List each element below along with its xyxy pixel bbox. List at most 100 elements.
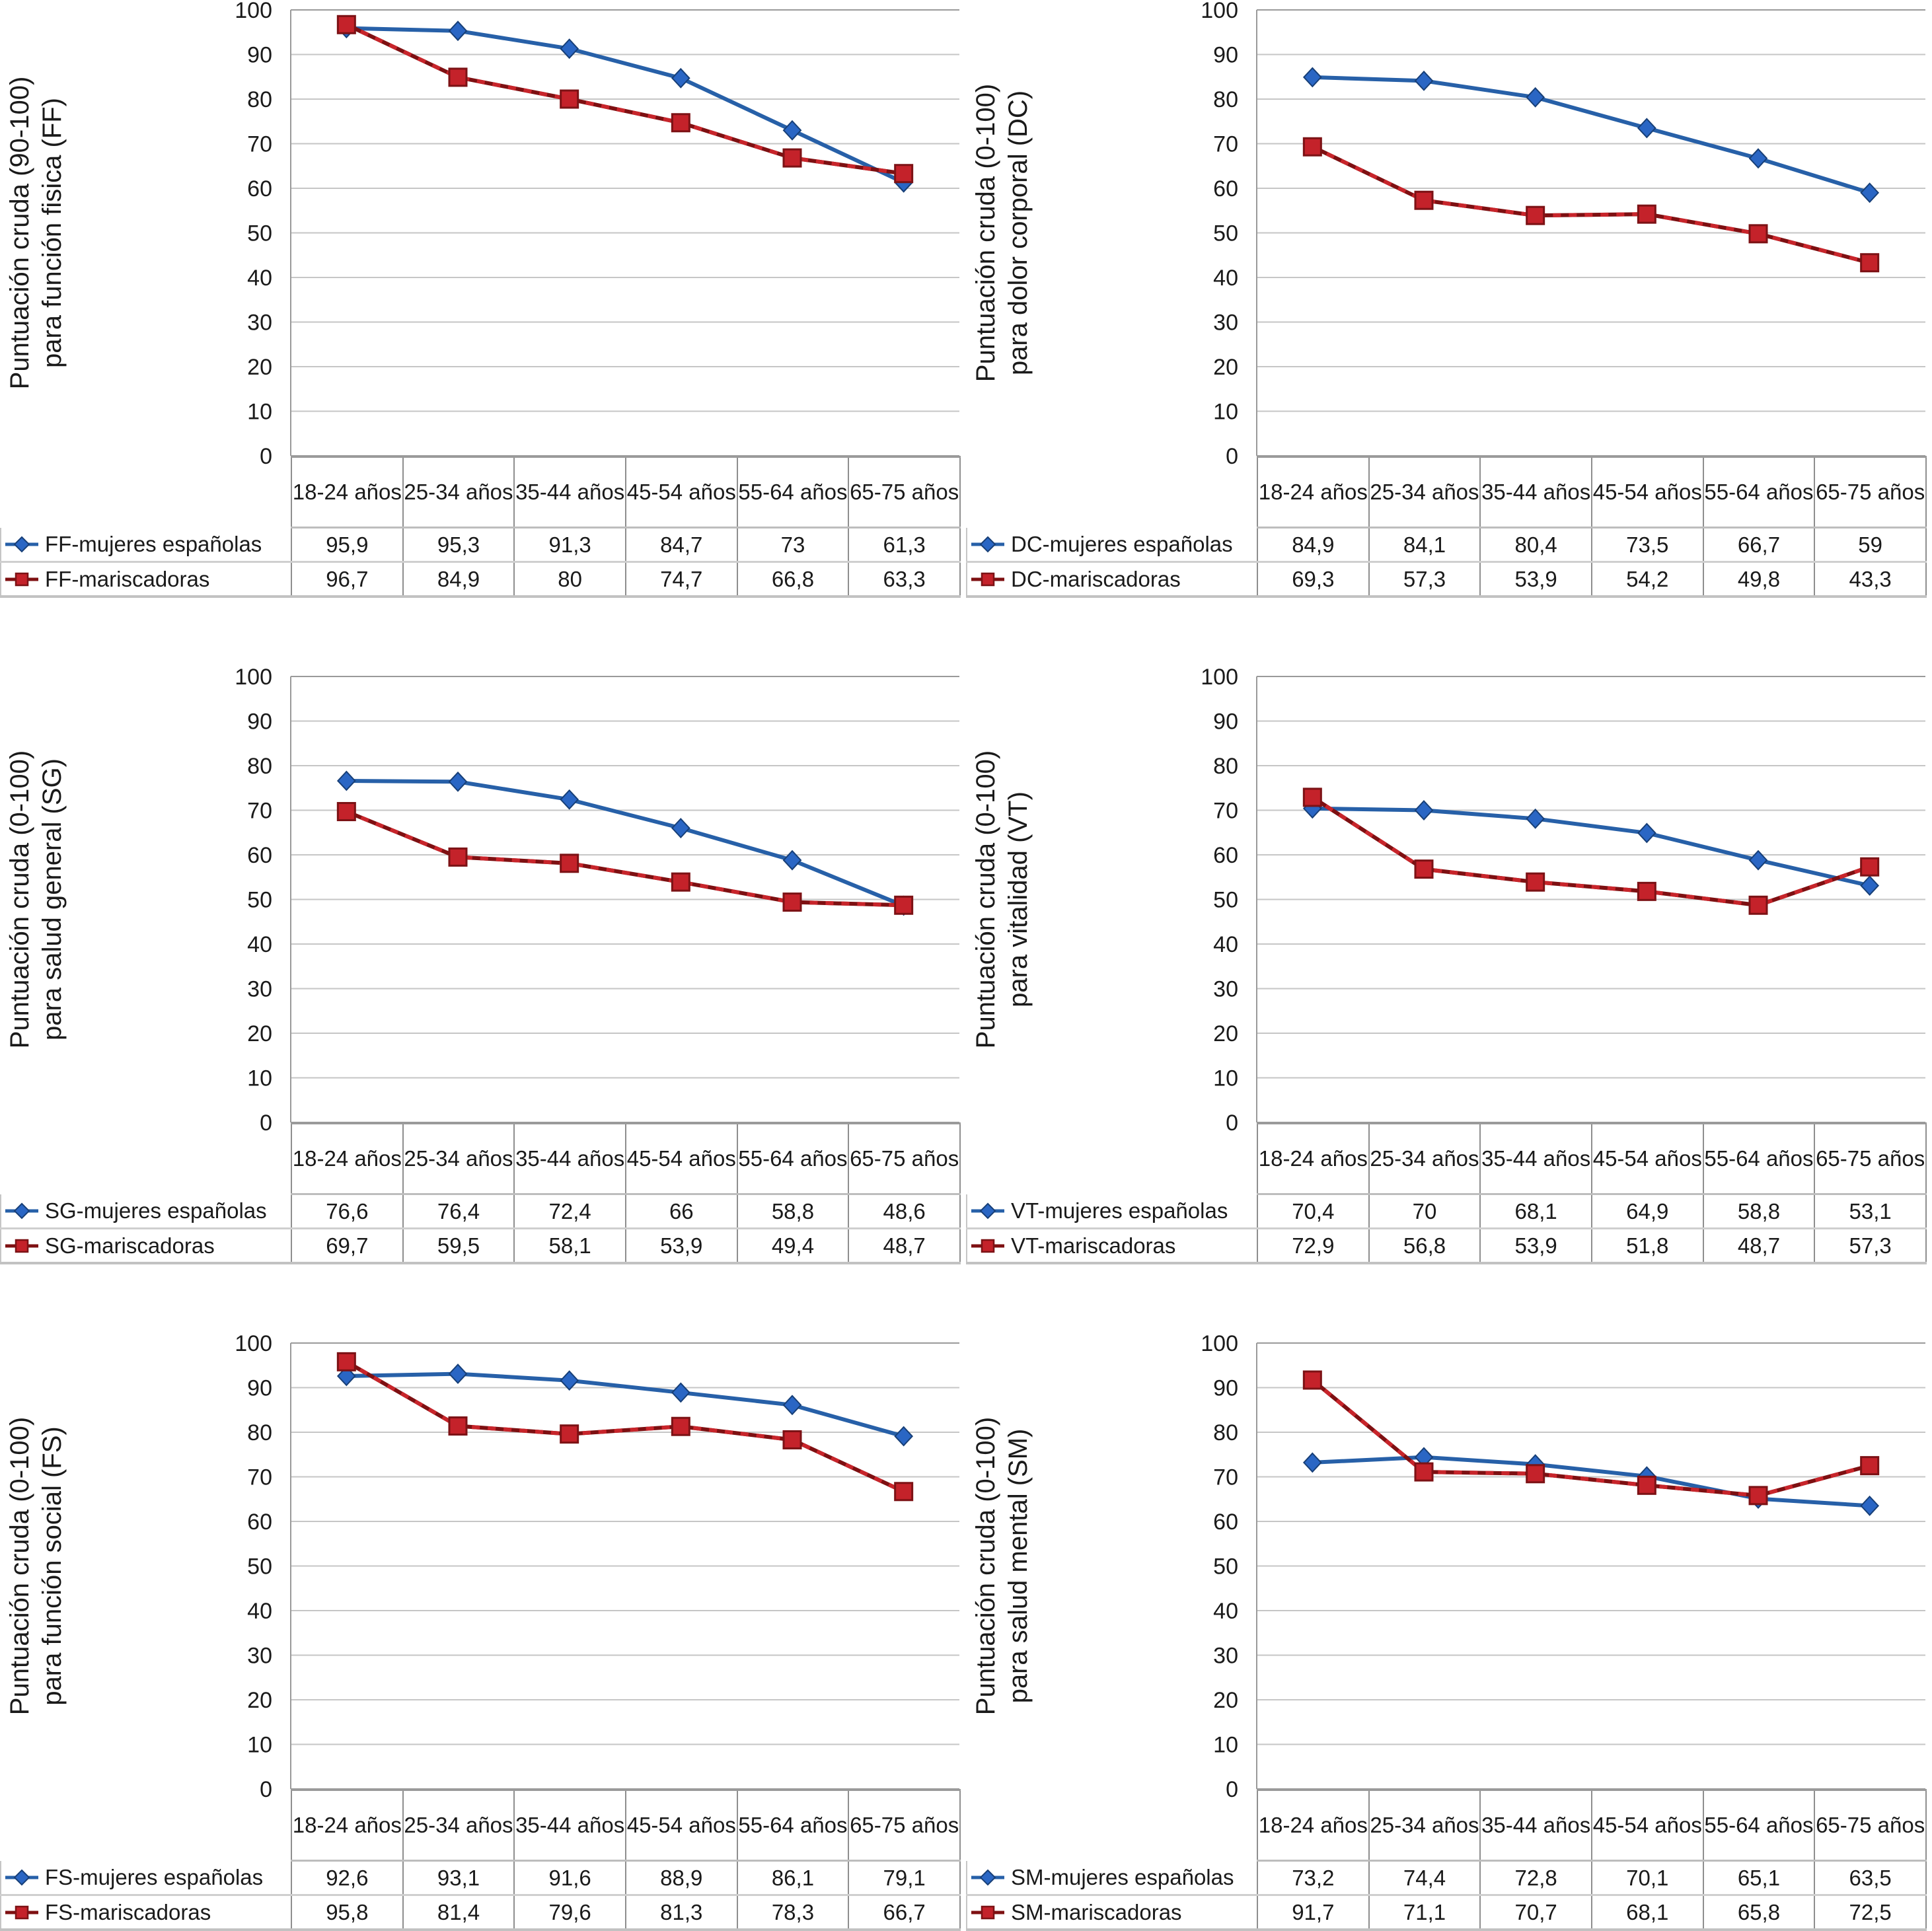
value-cell: 48,7 <box>1702 1227 1815 1264</box>
y-tick-label: 30 <box>1213 1644 1238 1669</box>
age-category: 25-34 años <box>402 1122 515 1195</box>
y-tick-label: 0 <box>1226 1777 1238 1799</box>
value-cell: 57,3 <box>1368 561 1481 598</box>
square-marker <box>448 1416 468 1436</box>
square-marker <box>1860 1456 1880 1476</box>
y-tick-label: 60 <box>247 176 272 201</box>
series-label: SM-mujeres españolas <box>1011 1864 1234 1889</box>
age-category: 65-75 años <box>848 1122 961 1195</box>
y-tick-label: 50 <box>247 1554 272 1580</box>
series-label: SG-mariscadoras <box>45 1233 215 1258</box>
chart-panel-sg: Puntuación cruda (0-100) para salud gene… <box>0 667 966 1264</box>
y-tick-label: 60 <box>1213 1510 1238 1535</box>
square-marker <box>782 148 802 168</box>
y-tick-label: 10 <box>1213 1066 1238 1091</box>
y-tick-label: 30 <box>1213 977 1238 1002</box>
value-cell: 79,1 <box>848 1860 961 1895</box>
y-tick-label: 100 <box>1201 1333 1238 1356</box>
data-table: 18-24 años 25-34 años 35-44 años 45-54 años… <box>0 1789 961 1931</box>
square-marker <box>1748 1486 1768 1506</box>
diamond-marker <box>671 1382 690 1403</box>
legend-key-icon <box>970 1237 1006 1255</box>
square-marker <box>336 802 356 822</box>
legend-key-icon <box>4 1202 40 1220</box>
y-tick-label: 80 <box>1213 87 1238 112</box>
diamond-marker <box>1414 70 1434 91</box>
value-cell: 80 <box>513 561 626 598</box>
diamond-marker <box>1860 875 1880 896</box>
series-row: SM-mujeres españolas 73,2 74,4 72,8 70,1 65,… <box>966 1860 1927 1895</box>
series-label: FS-mariscadoras <box>45 1899 211 1924</box>
data-table: 18-24 años 25-34 años 35-44 años 45-54 años… <box>966 1122 1927 1264</box>
y-axis-title: Puntuación cruda (0-100) para dolor corp… <box>971 83 1033 383</box>
diamond-marker <box>448 771 468 792</box>
y-tick-label: 0 <box>260 1777 272 1799</box>
value-cell: 66 <box>624 1194 737 1229</box>
age-category: 45-54 años <box>624 1789 737 1862</box>
y-tick-label: 90 <box>247 1376 272 1401</box>
age-category: 55-64 años <box>1702 456 1815 528</box>
square-marker <box>1526 205 1545 225</box>
chart-panel-vt: Puntuación cruda (0-100) para vitalidad … <box>966 667 1932 1264</box>
chart-panel-sm: Puntuación cruda (0-100) para salud ment… <box>966 1333 1932 1931</box>
line-chart: 0 10 20 30 40 50 60 70 80 90 100 <box>235 667 959 1132</box>
value-cell: 91,3 <box>513 527 626 562</box>
value-cell: 48,7 <box>848 1227 961 1264</box>
y-tick-label: 60 <box>1213 176 1238 201</box>
legend-key-icon <box>970 571 1006 588</box>
legend-key-icon <box>970 1869 1006 1886</box>
y-tick-label: 60 <box>247 1510 272 1535</box>
diamond-marker <box>1748 148 1768 169</box>
diamond-marker <box>560 38 579 59</box>
table-corner-blank <box>1 1124 291 1194</box>
value-cell: 72,4 <box>513 1194 626 1229</box>
value-cell: 65,8 <box>1702 1894 1815 1931</box>
value-cell: 93,1 <box>402 1860 515 1895</box>
age-category: 25-34 años <box>1368 1122 1481 1195</box>
value-cell: 74,4 <box>1368 1860 1481 1895</box>
line-chart: 0 10 20 30 40 50 60 70 80 90 100 <box>1201 1333 1925 1799</box>
y-tick-label: 40 <box>1213 932 1238 957</box>
y-tick-label: 90 <box>1213 43 1238 68</box>
age-category: 55-64 años <box>736 456 849 528</box>
diamond-marker <box>1860 1495 1880 1516</box>
y-tick-label: 10 <box>1213 400 1238 425</box>
square-marker <box>560 854 579 873</box>
category-header-row: 18-24 años 25-34 años 35-44 años 45-54 años… <box>1 1122 961 1195</box>
legend-cell: VT-mujeres españolas <box>966 1194 1257 1229</box>
series-row: FS-mariscadoras 95,8 81,4 79,6 81,3 78,3 66,7 <box>0 1894 961 1931</box>
y-tick-label: 50 <box>1213 1554 1238 1580</box>
y-tick-label: 90 <box>247 43 272 68</box>
series-line-mariscadoras <box>346 809 904 908</box>
age-category: 25-34 años <box>1368 456 1481 528</box>
value-cell: 49,4 <box>736 1227 849 1264</box>
y-tick-label: 40 <box>247 932 272 957</box>
diamond-marker <box>894 1426 914 1447</box>
value-cell: 58,8 <box>736 1194 849 1229</box>
age-category: 65-75 años <box>1814 1122 1927 1195</box>
y-tick-label: 20 <box>247 1688 272 1713</box>
value-cell: 73,5 <box>1590 527 1703 562</box>
value-cell: 69,3 <box>1257 561 1369 598</box>
value-cell: 81,4 <box>402 1894 515 1931</box>
series-line-mariscadoras-dash <box>1312 145 1871 265</box>
legend-cell: SM-mujeres españolas <box>966 1860 1257 1895</box>
square-marker <box>894 164 914 184</box>
y-tick-label: 50 <box>1213 888 1238 913</box>
series-row: DC-mariscadoras 69,3 57,3 53,9 54,2 49,8 43,3 <box>966 561 1927 598</box>
series-row: SM-mariscadoras 91,7 71,1 70,7 68,1 65,8 72,5 <box>966 1894 1927 1931</box>
value-cell: 54,2 <box>1590 561 1703 598</box>
y-tick-label: 30 <box>247 977 272 1002</box>
value-cell: 53,1 <box>1814 1194 1927 1229</box>
y-tick-label: 0 <box>1226 1111 1238 1132</box>
value-cell: 63,5 <box>1814 1860 1927 1895</box>
y-tick-label: 80 <box>247 87 272 112</box>
age-category: 65-75 años <box>1814 456 1927 528</box>
value-cell: 59,5 <box>402 1227 515 1264</box>
y-tick-label: 80 <box>1213 754 1238 779</box>
table-corner-blank <box>967 1790 1257 1861</box>
line-chart: 0 10 20 30 40 50 60 70 80 90 100 <box>235 1333 959 1799</box>
series-line-mujeres <box>1312 75 1871 195</box>
legend-key-icon <box>4 1237 40 1255</box>
line-chart: 0 10 20 30 40 50 60 70 80 90 100 <box>1201 0 1925 466</box>
